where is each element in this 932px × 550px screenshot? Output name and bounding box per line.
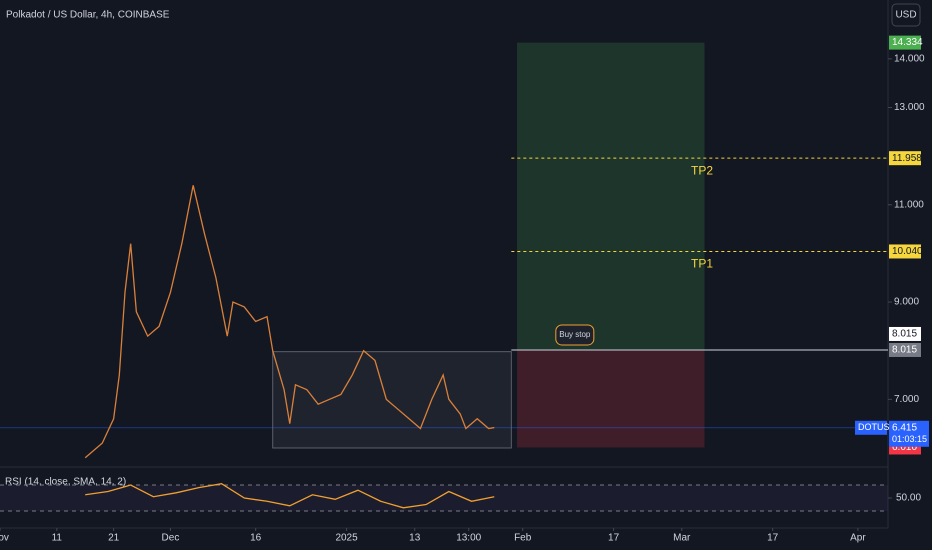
tp-tag-label: 10.040 <box>892 246 923 257</box>
x-tick-label: 2025 <box>335 533 358 544</box>
tp-tag <box>889 151 921 166</box>
last-price-tag <box>889 420 929 447</box>
x-tick-label: 16 <box>250 533 262 544</box>
x-tick-label: 17 <box>767 533 779 544</box>
price-tag-label: 8.015 <box>892 329 917 340</box>
symbol-tag <box>855 420 887 435</box>
rsi-label: RSI (14, close, SMA, 14, 2) <box>5 477 126 488</box>
loss-zone <box>517 349 705 448</box>
x-tick-label: Dec <box>162 533 180 544</box>
x-tick-label: 13:00 <box>456 533 481 544</box>
price-line <box>84 185 495 459</box>
profit-zone <box>517 42 705 350</box>
tp-label: TP2 <box>691 163 713 177</box>
last-price-label: 6.415 <box>892 422 917 433</box>
y-tick-label: 7.000 <box>894 394 919 405</box>
rsi-tick-label: 50.00 <box>896 493 921 504</box>
order-badge <box>555 324 595 346</box>
x-tick-label: 21 <box>108 533 120 544</box>
x-tick-label: Apr <box>850 533 866 544</box>
x-tick-label: 13 <box>409 533 421 544</box>
x-tick-label: 11 <box>52 533 63 544</box>
price-tag-label: 14.334 <box>892 37 923 48</box>
y-tick-label: 14.000 <box>894 53 925 64</box>
x-tick-label: Mar <box>673 533 691 544</box>
currency[interactable]: USD <box>895 10 916 21</box>
tp-tag-label: 11.958 <box>892 153 922 164</box>
y-tick-label: 11.000 <box>894 199 924 210</box>
rsi-band <box>0 485 888 512</box>
y-tick-label: 9.000 <box>894 297 919 308</box>
price-tag <box>889 35 921 50</box>
currency-button[interactable] <box>891 3 921 27</box>
tp-label: TP1 <box>691 257 713 271</box>
symbol-label: DOTUSD <box>858 422 897 432</box>
x-tick-label: 17 <box>608 533 620 544</box>
price-tag-label: 6.010 <box>892 442 917 453</box>
x-tick-label: Feb <box>514 533 532 544</box>
price-tag <box>889 326 921 341</box>
range-box <box>272 351 512 449</box>
chart-title: Polkadot / US Dollar, 4h, COINBASE <box>6 10 170 21</box>
countdown: 01:03:15 <box>892 434 927 444</box>
price-tag-label: 8.015 <box>892 345 917 356</box>
order-label: Buy stop <box>559 330 591 339</box>
tp-tag <box>889 244 921 259</box>
price-tag <box>889 342 921 357</box>
rsi-line <box>85 483 495 509</box>
x-tick-label: Nov <box>0 533 9 544</box>
y-tick-label: 13.000 <box>894 102 925 113</box>
